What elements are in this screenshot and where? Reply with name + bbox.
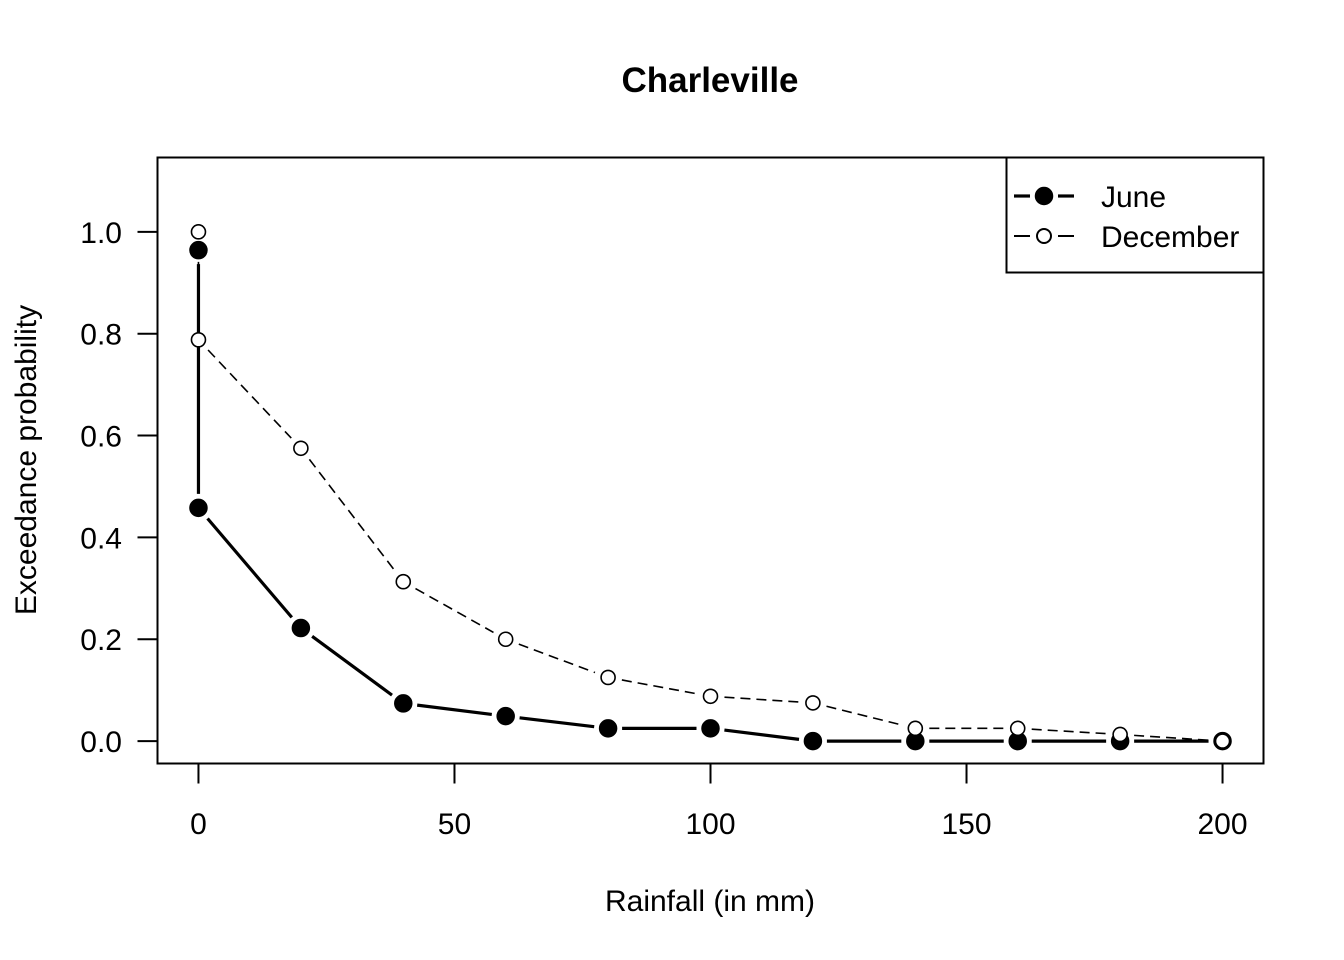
series-december-segment <box>1134 734 1209 741</box>
legend-box <box>1005 156 1265 274</box>
x-axis-label: Rainfall (in mm) <box>605 885 815 918</box>
legend-december-marker <box>1036 228 1052 244</box>
series-december-point <box>190 332 207 348</box>
legend-item-june: June <box>1014 181 1166 214</box>
y-axis-label: Exceedance probability <box>10 305 43 615</box>
series-december-point <box>293 440 309 457</box>
series-june-point <box>701 719 720 738</box>
series-december-point <box>190 224 207 240</box>
y-axis: 0.0 0.2 0.4 0.6 0.8 1.0 <box>80 217 159 759</box>
chart-title: Charleville <box>621 61 798 100</box>
y-tick-label: 0.0 <box>80 726 122 759</box>
series-december-point <box>1009 720 1026 737</box>
series-december-segment <box>1031 728 1107 735</box>
x-tick-label: 200 <box>1198 808 1248 841</box>
x-tick-label: 150 <box>941 808 991 841</box>
y-tick-label: 0.4 <box>80 522 122 555</box>
series-december-point <box>907 720 924 737</box>
legend-december-label: December <box>1101 221 1239 254</box>
series-june-point <box>394 694 413 713</box>
series-june-segment <box>206 517 294 619</box>
legend-item-december: December <box>1014 221 1239 254</box>
series-june <box>189 240 1232 751</box>
series-december <box>190 224 1231 749</box>
series-december-point <box>805 695 821 711</box>
series-june-point <box>598 719 618 738</box>
y-tick-label: 0.2 <box>80 624 122 657</box>
series-december-segment <box>724 696 799 703</box>
legend-june-marker <box>1034 186 1054 206</box>
y-tick-label: 0.8 <box>80 319 122 352</box>
series-june-point <box>291 618 311 638</box>
x-axis: 0 50 100 150 200 <box>190 762 1248 841</box>
series-june-segment <box>416 703 492 717</box>
y-tick-label: 1.0 <box>80 217 122 250</box>
series-december-point <box>702 688 719 705</box>
series-december-point <box>600 669 616 686</box>
series-december-segment <box>308 458 396 572</box>
y-tick-label: 0.6 <box>80 421 122 454</box>
series-december-point <box>1112 726 1128 743</box>
series-december-segment <box>621 679 697 695</box>
series-june-point <box>189 498 208 518</box>
x-tick-label: 0 <box>190 808 207 841</box>
series-december-point <box>497 631 514 648</box>
legend-june-label: June <box>1101 181 1166 214</box>
series-june-point <box>496 706 515 726</box>
series-layer <box>189 224 1232 751</box>
series-december-segment <box>826 705 902 726</box>
series-december-segment <box>207 349 292 439</box>
series-december-point <box>395 573 412 590</box>
series-december-segment <box>518 643 596 674</box>
series-june-point <box>803 731 823 751</box>
series-june-segment <box>724 728 800 741</box>
series-june-segment <box>311 635 393 697</box>
series-june-segment <box>519 716 595 729</box>
legend: June December <box>1005 156 1265 274</box>
x-tick-label: 50 <box>438 808 471 841</box>
series-december-point <box>1214 733 1231 749</box>
x-tick-label: 100 <box>685 808 735 841</box>
series-december-segment <box>415 587 494 634</box>
